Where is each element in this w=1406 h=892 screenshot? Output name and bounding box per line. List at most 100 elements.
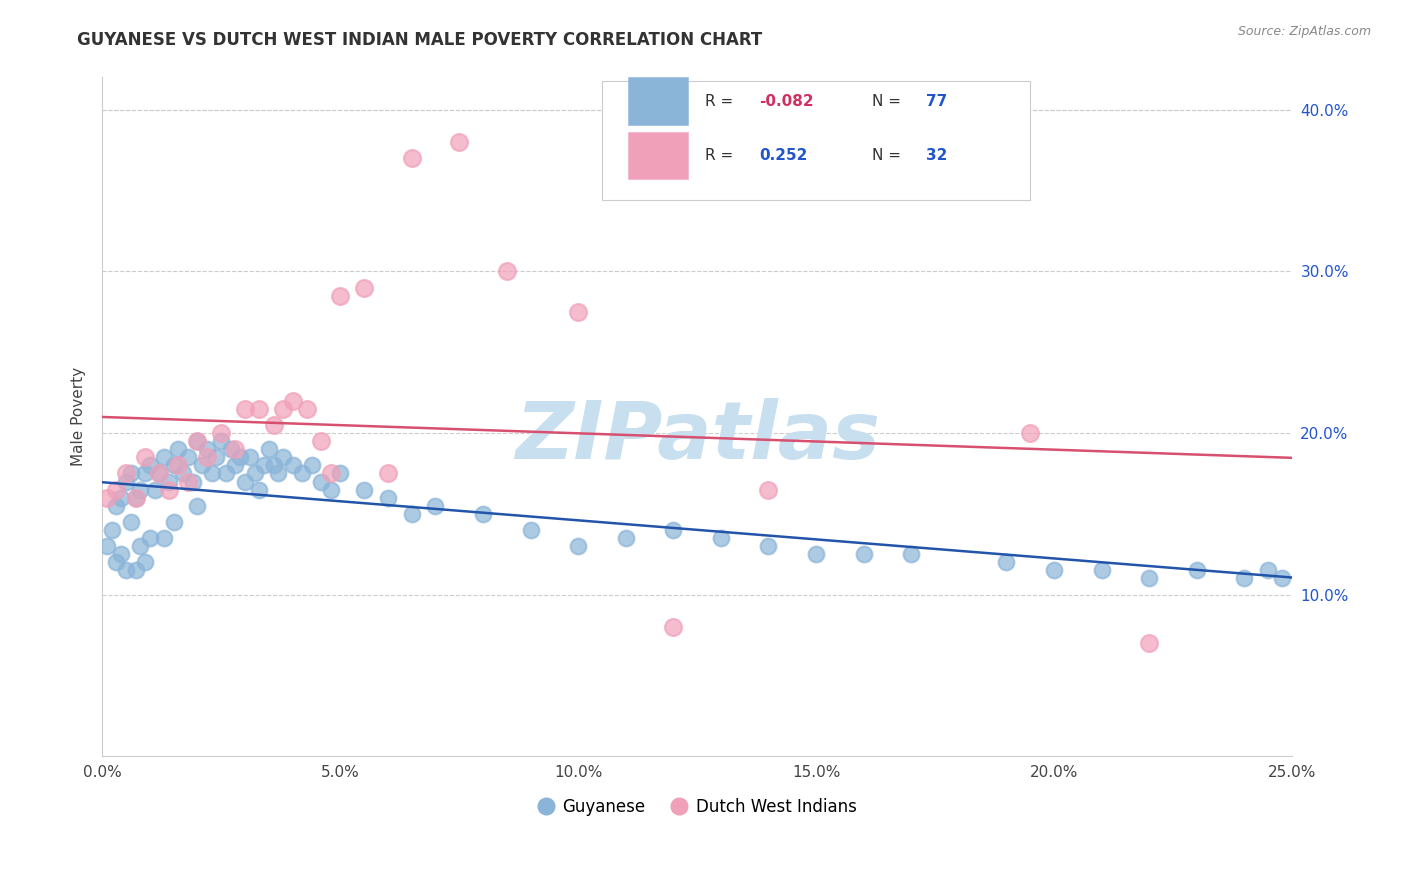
Point	[129, 539, 152, 553]
Point	[1019, 425, 1042, 440]
Point	[195, 442, 218, 457]
Text: -0.082: -0.082	[759, 94, 814, 109]
Point	[143, 483, 166, 497]
Point	[263, 417, 285, 432]
Point	[167, 458, 190, 473]
Point	[201, 467, 224, 481]
Point	[900, 547, 922, 561]
Point	[471, 507, 494, 521]
Point	[239, 450, 262, 465]
Point	[301, 458, 323, 473]
Point	[209, 434, 232, 449]
Point	[662, 620, 685, 634]
FancyBboxPatch shape	[628, 132, 688, 179]
Point	[172, 467, 194, 481]
Text: R =: R =	[706, 94, 738, 109]
Text: 0.252: 0.252	[759, 148, 807, 163]
Point	[105, 499, 128, 513]
Point	[247, 483, 270, 497]
Point	[267, 467, 290, 481]
FancyBboxPatch shape	[628, 78, 688, 125]
Point	[115, 475, 138, 489]
Point	[319, 467, 342, 481]
Point	[233, 401, 256, 416]
Point	[120, 515, 142, 529]
Point	[229, 450, 252, 465]
Point	[96, 491, 118, 505]
Point	[162, 515, 184, 529]
Point	[1043, 563, 1066, 577]
Point	[253, 458, 276, 473]
Point	[215, 467, 238, 481]
Point	[377, 491, 399, 505]
Point	[115, 467, 138, 481]
Point	[153, 531, 176, 545]
Point	[567, 539, 589, 553]
Point	[100, 523, 122, 537]
Point	[519, 523, 541, 537]
Point	[247, 401, 270, 416]
Point	[1137, 572, 1160, 586]
Text: R =: R =	[706, 148, 744, 163]
Point	[105, 555, 128, 569]
Point	[219, 442, 242, 457]
Point	[167, 442, 190, 457]
Point	[124, 491, 146, 505]
Point	[271, 450, 294, 465]
Point	[1137, 636, 1160, 650]
Point	[186, 434, 208, 449]
Point	[139, 531, 162, 545]
Point	[186, 434, 208, 449]
Point	[134, 555, 156, 569]
Point	[852, 547, 875, 561]
Point	[177, 450, 200, 465]
Point	[243, 467, 266, 481]
Point	[115, 563, 138, 577]
Point	[319, 483, 342, 497]
FancyBboxPatch shape	[602, 81, 1031, 200]
Point	[401, 151, 423, 165]
Point	[134, 450, 156, 465]
Point	[181, 475, 204, 489]
Point	[758, 539, 780, 553]
Point	[281, 458, 304, 473]
Point	[224, 458, 246, 473]
Point	[377, 467, 399, 481]
Text: Source: ZipAtlas.com: Source: ZipAtlas.com	[1237, 25, 1371, 38]
Point	[233, 475, 256, 489]
Text: 77: 77	[925, 94, 946, 109]
Point	[205, 450, 228, 465]
Point	[995, 555, 1018, 569]
Point	[271, 401, 294, 416]
Point	[614, 531, 637, 545]
Point	[148, 467, 170, 481]
Point	[209, 425, 232, 440]
Point	[353, 483, 375, 497]
Point	[425, 499, 447, 513]
Point	[105, 483, 128, 497]
Point	[120, 467, 142, 481]
Point	[1233, 572, 1256, 586]
Text: N =: N =	[872, 148, 905, 163]
Text: GUYANESE VS DUTCH WEST INDIAN MALE POVERTY CORRELATION CHART: GUYANESE VS DUTCH WEST INDIAN MALE POVER…	[77, 31, 762, 49]
Point	[291, 467, 314, 481]
Point	[329, 467, 352, 481]
Point	[449, 135, 471, 149]
Text: ZIPatlas: ZIPatlas	[515, 398, 880, 476]
Point	[148, 467, 170, 481]
Point	[110, 491, 132, 505]
Point	[804, 547, 827, 561]
Point	[1091, 563, 1114, 577]
Point	[758, 483, 780, 497]
Point	[309, 475, 332, 489]
Legend: Guyanese, Dutch West Indians: Guyanese, Dutch West Indians	[531, 791, 863, 822]
Point	[662, 523, 685, 537]
Point	[263, 458, 285, 473]
Point	[257, 442, 280, 457]
Point	[309, 434, 332, 449]
Point	[124, 491, 146, 505]
Point	[1271, 572, 1294, 586]
Point	[281, 393, 304, 408]
Point	[295, 401, 318, 416]
Text: N =: N =	[872, 94, 905, 109]
